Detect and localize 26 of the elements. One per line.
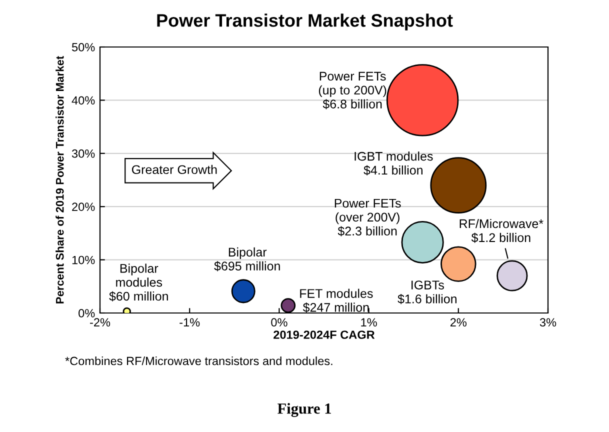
chart-title: Power Transistor Market Snapshot	[157, 14, 453, 30]
y-axis-title: Percent Share of 2019 Power Transistor Market	[56, 56, 64, 304]
annotation: Greater Growth	[132, 164, 217, 174]
x-tick-label: -1%	[180, 318, 200, 326]
x-axis-title: 2019-2024F CAGR	[274, 330, 375, 339]
annotation: RF/Microwave* $1.2 billion	[460, 218, 544, 243]
x-tick-label: 0%	[271, 318, 288, 327]
annotation: IGBT modules $4.1 billion	[354, 152, 433, 176]
x-tick-label: 2%	[450, 318, 467, 326]
annotation: FET modules $247 million	[300, 288, 373, 313]
y-tick-label: 50%	[72, 43, 95, 52]
caption: Figure 1	[278, 403, 331, 417]
annotation: IGBTs $1.6 billion	[398, 280, 456, 304]
y-tick-label: 40%	[72, 96, 95, 105]
x-tick-label: 1%	[361, 318, 377, 326]
y-tick-label: 0%	[78, 309, 95, 318]
x-tick-label: 3%	[540, 318, 556, 327]
text: *Combines RF/Microwave transistors and modules.	[65, 356, 332, 366]
y-tick-label: 30%	[72, 149, 95, 158]
y-tick-label: 10%	[72, 256, 95, 264]
annotation: Bipolar modules $60 million	[109, 264, 168, 302]
annotation: Power FETs (over 200V) $2.3 billion	[334, 198, 401, 236]
annotation: Power FETs (up to 200V) $6.8 billion	[318, 72, 386, 110]
annotation: Bipolar $695 million	[214, 247, 280, 272]
x-tick-label: -2%	[90, 318, 110, 326]
y-tick-label: 20%	[72, 202, 95, 211]
